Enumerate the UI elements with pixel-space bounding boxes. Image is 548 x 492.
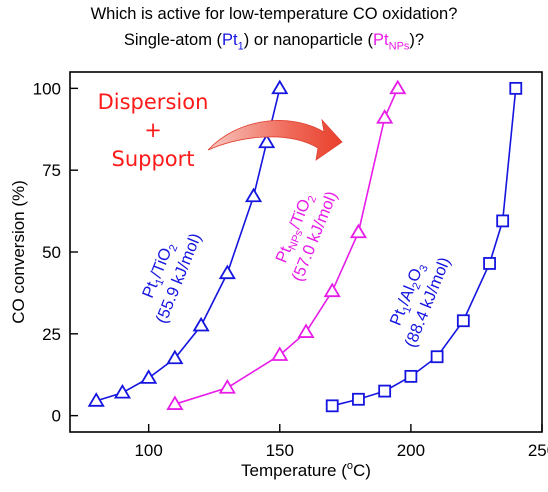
- title-text-prefix: Single-atom (: [123, 31, 223, 49]
- data-point-1-7: [389, 79, 407, 95]
- title-pt1: Pt1: [222, 31, 244, 53]
- data-point-1-6: [376, 109, 394, 124]
- title-ptnps: PtNPs: [373, 31, 410, 53]
- y-tick-label-25: 25: [42, 325, 61, 344]
- x-axis-label-degree: o: [347, 460, 353, 472]
- axes: 100 150 200 250 0 25 50 75 100: [33, 79, 548, 460]
- y-axis-label: CO conversion (%): [9, 180, 28, 324]
- data-point-0-4: [192, 316, 210, 332]
- data-point-2-2: [378, 384, 392, 398]
- label-ptnps-tio2: PtNPs/TiO2 (57.0 kJ/mol): [272, 189, 341, 284]
- data-point-0-0: [87, 392, 105, 407]
- x-tick-label-250: 250: [528, 441, 548, 460]
- data-point-1-3: [297, 323, 315, 338]
- title-pt1-sub: 1: [237, 40, 244, 53]
- data-point-2-7: [496, 214, 510, 228]
- x-tick-label-150: 150: [266, 441, 294, 460]
- x-tick-label-100: 100: [134, 441, 162, 460]
- title-text-mid: ) or nanoparticle (: [243, 31, 374, 49]
- chart-title-line2: Single-atom (Pt1) or nanoparticle (PtNPs…: [0, 31, 548, 52]
- data-point-1-1: [218, 379, 236, 394]
- data-point-2-0: [325, 399, 339, 413]
- data-point-1-5: [349, 223, 368, 239]
- data-point-2-5: [456, 314, 470, 328]
- lbl-c-sub3: 3: [417, 263, 430, 273]
- callout-plus: +: [144, 118, 162, 142]
- data-point-0-5: [218, 264, 236, 280]
- data-point-0-2: [140, 369, 158, 384]
- x-axis-label: Temperature (oC): [241, 460, 371, 480]
- lbl-b-sub2: 2: [306, 194, 319, 204]
- series-1: [166, 79, 407, 410]
- y-tick-label-100: 100: [33, 79, 61, 98]
- title-pt1-main: Pt: [222, 31, 238, 49]
- y-tick-label-50: 50: [42, 243, 61, 262]
- y-tick-label-0: 0: [52, 407, 61, 426]
- series-2: [325, 81, 523, 413]
- lbl-c-sub2: 2: [410, 281, 423, 291]
- callout-support: Support: [111, 147, 194, 171]
- lbl-c-sub1: 1: [401, 305, 414, 315]
- series-line-1: [174, 88, 399, 405]
- series-line-2: [332, 88, 517, 407]
- data-point-0-7: [258, 133, 276, 149]
- label-pt1-al2o3-name: Pt1/Al2O3: [387, 260, 431, 329]
- arrow-icon: [207, 118, 343, 161]
- data-point-1-2: [271, 346, 289, 361]
- lbl-a-sub2: 2: [167, 243, 180, 253]
- callout-dispersion: Dispersion: [98, 90, 209, 114]
- data-point-2-8: [509, 81, 523, 95]
- data-point-1-4: [323, 282, 341, 298]
- data-point-0-1: [113, 383, 132, 399]
- data-point-2-3: [404, 369, 418, 383]
- data-point-0-3: [166, 349, 184, 365]
- data-series: [87, 79, 523, 413]
- x-tick-label-200: 200: [397, 441, 425, 460]
- x-axis-label-unit: C): [353, 461, 371, 480]
- data-point-0-6: [244, 187, 263, 203]
- label-pt1-tio2: Pt1/TiO2 (55.9 kJ/mol): [139, 231, 205, 326]
- lbl-c-al: /Al: [395, 283, 419, 308]
- x-axis-label-text: Temperature (: [241, 461, 347, 480]
- title-text-suffix: )?: [409, 31, 425, 49]
- data-point-2-1: [352, 392, 365, 406]
- data-point-0-8: [271, 79, 289, 95]
- series-0: [87, 79, 289, 407]
- lbl-a-pt: Pt: [139, 279, 162, 301]
- data-point-2-4: [430, 350, 444, 364]
- lbl-b-pt: Pt: [272, 244, 295, 266]
- label-pt1-al2o3: Pt1/Al2O3 (88.4 kJ/mol): [387, 255, 454, 350]
- title-ptnps-main: Pt: [373, 31, 389, 49]
- lbl-c-pt: Pt: [387, 307, 410, 329]
- chart-title-line1: Which is active for low-temperature CO o…: [90, 5, 458, 23]
- y-tick-label-75: 75: [42, 161, 61, 180]
- data-point-2-6: [483, 257, 496, 270]
- data-point-1-0: [166, 395, 184, 410]
- lbl-a-sub1: 1: [153, 277, 166, 287]
- title-ptnps-sub: NPs: [388, 40, 410, 53]
